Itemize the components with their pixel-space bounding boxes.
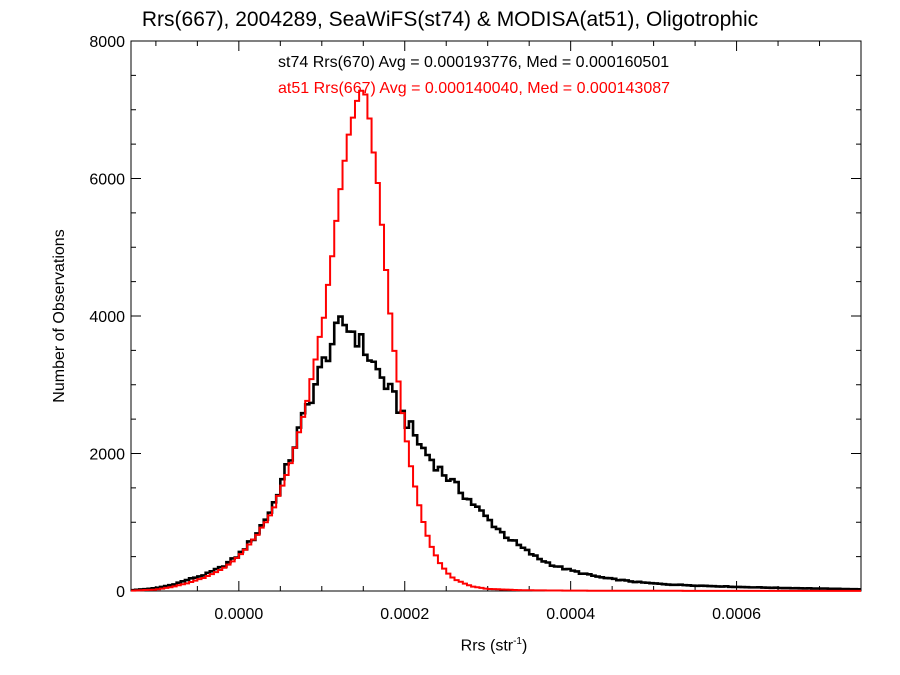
- plot-frame: [130, 40, 862, 592]
- legend-entry-st74: st74 Rrs(670) Avg = 0.000193776, Med = 0…: [278, 54, 670, 71]
- x-axis-label-suffix: ): [522, 637, 528, 655]
- chart-title: Rrs(667), 2004289, SeaWiFS(st74) & MODIS…: [141, 8, 759, 31]
- axis-ticks: 0.0000 0.0002 0.0004 0.0006 0 2000 4000 6000 800…: [89, 34, 862, 623]
- x-tick-label: 0.0002: [380, 606, 429, 623]
- y-tick-label: 6000: [89, 172, 125, 189]
- y-tick-label: 8000: [89, 34, 125, 51]
- x-axis-label: Rrs (str-1): [461, 636, 528, 655]
- x-axis-label-superscript: -1: [513, 636, 523, 647]
- x-tick-label: 0.0004: [546, 606, 595, 623]
- histogram-series-st74: [131, 315, 861, 592]
- y-tick-label: 2000: [89, 447, 125, 464]
- series-layer: [131, 89, 861, 592]
- histogram-series-at51: [131, 89, 861, 592]
- legend-entry-at51: at51 Rrs(667) Avg = 0.000140040, Med = 0…: [278, 80, 671, 97]
- y-tick-label: 0: [116, 584, 125, 601]
- y-axis-label: Number of Observations: [51, 229, 68, 403]
- x-tick-label: 0.0000: [214, 606, 263, 623]
- x-axis-label-text: Rrs (str: [460, 637, 514, 655]
- x-tick-label: 0.0006: [712, 606, 761, 623]
- y-tick-label: 4000: [89, 309, 125, 326]
